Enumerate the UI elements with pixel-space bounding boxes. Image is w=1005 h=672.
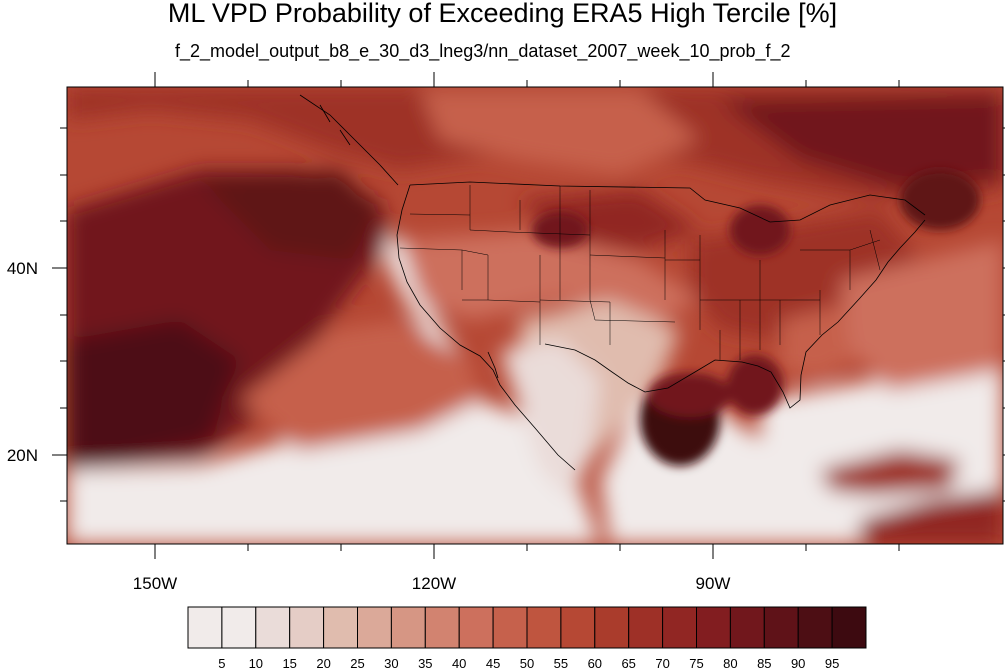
colorbar-swatch: [187, 606, 223, 649]
lon-tick-label-120w: 120W: [412, 574, 456, 593]
colorbar-label: 90: [791, 656, 805, 671]
colorbar-swatch: [831, 606, 867, 649]
colorbar: 5 10 15 20 25 30 35 40 45 50 55 60 65 70 75 80 85 90 95: [187, 606, 867, 671]
colorbar-label: 85: [757, 656, 771, 671]
colorbar-label: 40: [452, 656, 466, 671]
colorbar-label: 10: [249, 656, 263, 671]
chart-title: ML VPD Probability of Exceeding ERA5 Hig…: [167, 0, 838, 28]
colorbar-swatch: [696, 606, 731, 649]
colorbar-swatch: [526, 606, 562, 649]
colorbar-label: 25: [350, 656, 364, 671]
colorbar-label: 55: [554, 656, 568, 671]
colorbar-label: 30: [384, 656, 398, 671]
colorbar-label: 35: [418, 656, 432, 671]
colorbar-swatch: [357, 606, 392, 649]
colorbar-swatch: [255, 606, 291, 649]
colorbar-swatch: [729, 606, 765, 649]
colorbar-swatch: [289, 606, 325, 649]
lat-tick-label-40n: 40N: [7, 259, 38, 278]
colorbar-label: 70: [655, 656, 669, 671]
lat-tick-labels: 40N 20N: [7, 259, 38, 465]
colorbar-swatch: [390, 606, 426, 649]
lon-tick-label-150w: 150W: [133, 574, 177, 593]
colorbar-swatch: [662, 606, 697, 649]
colorbar-swatch: [458, 606, 494, 649]
colorbar-label: 60: [588, 656, 602, 671]
coastlines: [299, 94, 926, 471]
colorbar-swatch: [628, 606, 664, 649]
lat-tick-label-20n: 20N: [7, 446, 38, 465]
colorbar-label: 95: [825, 656, 839, 671]
colorbar-swatch: [797, 606, 833, 649]
lon-tick-labels: 150W 120W 90W: [133, 574, 731, 593]
colorbar-swatch: [594, 606, 630, 649]
colorbar-swatch: [424, 606, 460, 649]
colorbar-label: 45: [486, 656, 500, 671]
colorbar-swatch: [221, 606, 257, 649]
tick-marks: [52, 72, 1005, 559]
probability-field: [67, 87, 1003, 544]
colorbar-swatch: [492, 606, 528, 649]
chart-subtitle: f_2_model_output_b8_e_30_d3_lneg3/nn_dat…: [175, 41, 791, 61]
colorbar-label: 80: [723, 656, 737, 671]
colorbar-label: 50: [520, 656, 534, 671]
colorbar-label: 75: [689, 656, 703, 671]
colorbar-label: 65: [621, 656, 635, 671]
colorbar-swatch: [763, 606, 799, 649]
lon-tick-label-90w: 90W: [696, 574, 731, 593]
colorbar-label: 20: [316, 656, 330, 671]
colorbar-swatch: [560, 606, 596, 649]
colorbar-swatch: [323, 606, 359, 649]
colorbar-label: 15: [282, 656, 296, 671]
state-borders: [399, 185, 881, 360]
colorbar-label: 5: [218, 656, 225, 671]
